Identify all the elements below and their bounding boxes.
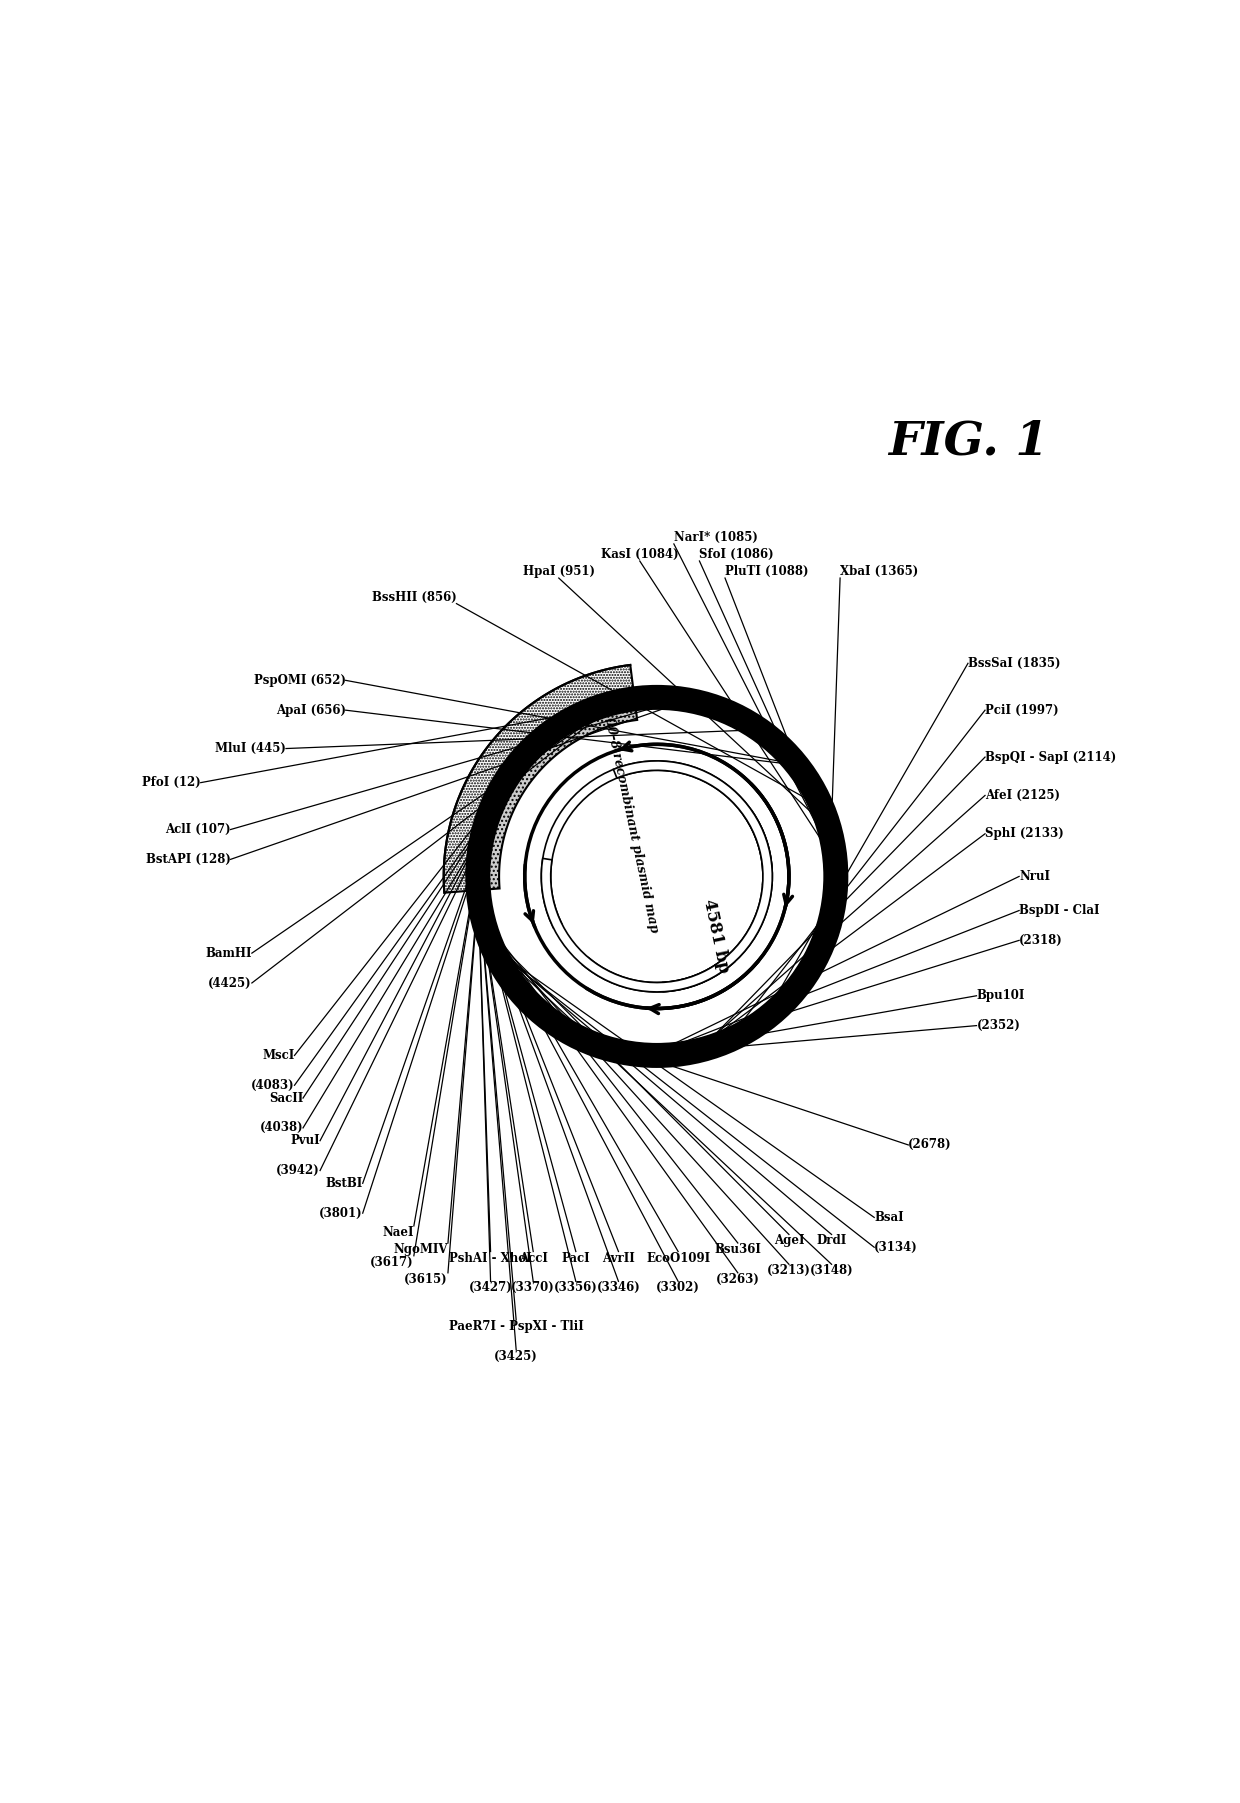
Text: ApaI (656): ApaI (656) bbox=[275, 703, 346, 716]
Text: MluI (445): MluI (445) bbox=[215, 743, 286, 755]
Text: SphI (2133): SphI (2133) bbox=[985, 828, 1064, 840]
Text: (3302): (3302) bbox=[656, 1282, 701, 1295]
Polygon shape bbox=[542, 761, 773, 992]
Text: (3370): (3370) bbox=[511, 1282, 556, 1295]
Text: BsaI: BsaI bbox=[874, 1212, 904, 1224]
Text: AfeI (2125): AfeI (2125) bbox=[985, 790, 1060, 802]
Text: PacI: PacI bbox=[562, 1251, 590, 1264]
Text: NarI* (1085): NarI* (1085) bbox=[673, 530, 758, 545]
Text: (3942): (3942) bbox=[277, 1165, 320, 1177]
Text: SfoI (1086): SfoI (1086) bbox=[699, 548, 774, 561]
Text: MscI: MscI bbox=[262, 1049, 294, 1062]
Text: BspDI - ClaI: BspDI - ClaI bbox=[1019, 903, 1100, 918]
Text: PfoI (12): PfoI (12) bbox=[141, 775, 201, 790]
Text: (3356): (3356) bbox=[554, 1282, 598, 1295]
Text: (4038): (4038) bbox=[259, 1121, 303, 1134]
Text: PluTI (1088): PluTI (1088) bbox=[725, 564, 808, 579]
Polygon shape bbox=[542, 761, 773, 992]
Text: 00-8 recombinant plasmid map: 00-8 recombinant plasmid map bbox=[603, 716, 661, 934]
Text: BstBI: BstBI bbox=[325, 1177, 362, 1190]
Polygon shape bbox=[471, 692, 637, 891]
Polygon shape bbox=[744, 810, 773, 885]
Text: AccI: AccI bbox=[518, 1251, 548, 1264]
Polygon shape bbox=[662, 956, 735, 992]
Text: (4425): (4425) bbox=[208, 977, 252, 990]
Text: (3425): (3425) bbox=[495, 1350, 538, 1363]
Polygon shape bbox=[444, 665, 634, 892]
Text: XbaI (1365): XbaI (1365) bbox=[839, 564, 919, 579]
Text: BstAPI (128): BstAPI (128) bbox=[145, 853, 231, 865]
Text: (3615): (3615) bbox=[404, 1273, 448, 1286]
Text: AvrII: AvrII bbox=[603, 1251, 635, 1264]
Text: DrdI: DrdI bbox=[816, 1235, 847, 1248]
Text: (2318): (2318) bbox=[1019, 934, 1063, 947]
Text: PciI (1997): PciI (1997) bbox=[985, 703, 1059, 716]
Text: HpaI (951): HpaI (951) bbox=[523, 564, 595, 579]
Text: KasI (1084): KasI (1084) bbox=[601, 548, 678, 561]
Text: NruI: NruI bbox=[1019, 869, 1050, 883]
Text: (3263): (3263) bbox=[715, 1273, 760, 1286]
Text: PvuI: PvuI bbox=[290, 1134, 320, 1147]
Text: (3213): (3213) bbox=[768, 1264, 811, 1277]
Text: (3427): (3427) bbox=[469, 1282, 512, 1295]
Text: PshAI - XhoI: PshAI - XhoI bbox=[449, 1251, 532, 1264]
Text: SacII: SacII bbox=[269, 1091, 303, 1105]
Text: BssHII (856): BssHII (856) bbox=[372, 591, 456, 604]
Text: (3134): (3134) bbox=[874, 1240, 918, 1253]
Text: AclI (107): AclI (107) bbox=[165, 822, 231, 837]
Text: (3617): (3617) bbox=[371, 1255, 414, 1269]
Text: 4581 bp: 4581 bp bbox=[701, 898, 733, 975]
Text: (2352): (2352) bbox=[976, 1019, 1021, 1031]
Text: (2678): (2678) bbox=[908, 1138, 952, 1152]
Text: (3346): (3346) bbox=[596, 1282, 640, 1295]
Text: EcoO109I: EcoO109I bbox=[646, 1251, 711, 1264]
Text: (3148): (3148) bbox=[810, 1264, 853, 1277]
Text: PaeR7I - PspXI - TliI: PaeR7I - PspXI - TliI bbox=[449, 1320, 584, 1332]
Text: BspQI - SapI (2114): BspQI - SapI (2114) bbox=[985, 750, 1116, 763]
Text: BamHI: BamHI bbox=[206, 947, 252, 959]
Text: Bsu36I: Bsu36I bbox=[714, 1242, 761, 1257]
Text: PspOMI (652): PspOMI (652) bbox=[254, 674, 346, 687]
Text: AgeI: AgeI bbox=[774, 1235, 805, 1248]
Text: NgoMIV: NgoMIV bbox=[393, 1242, 448, 1257]
Text: BssSaI (1835): BssSaI (1835) bbox=[968, 656, 1060, 669]
Text: (3801): (3801) bbox=[319, 1206, 362, 1219]
Text: NaeI: NaeI bbox=[382, 1226, 414, 1239]
Text: Bpu10I: Bpu10I bbox=[976, 990, 1025, 1002]
Text: (4083): (4083) bbox=[250, 1078, 294, 1093]
Text: FIG. 1: FIG. 1 bbox=[888, 418, 1048, 465]
